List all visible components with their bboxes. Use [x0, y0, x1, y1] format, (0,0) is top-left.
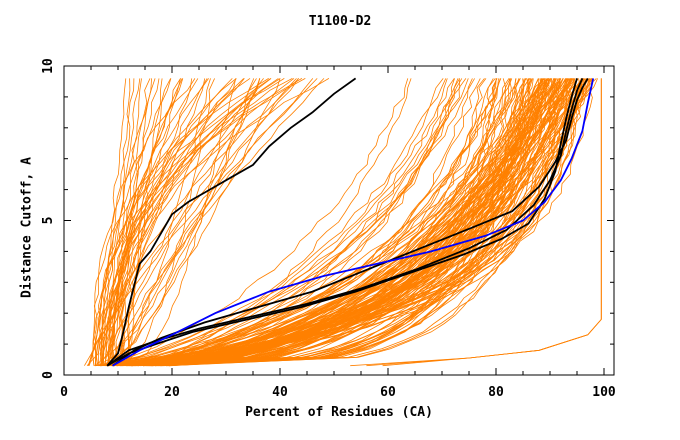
model-curve [137, 78, 564, 367]
model-curve [106, 78, 131, 366]
model-curve [116, 78, 570, 367]
model-curve [99, 78, 285, 366]
model-curve [108, 78, 281, 366]
model-curve [101, 78, 237, 366]
model-curve [125, 78, 497, 367]
model-curve [127, 78, 237, 366]
model-curve [108, 78, 257, 366]
model-curve [138, 78, 564, 367]
model-curve [143, 78, 412, 367]
model-curve [119, 78, 272, 366]
model-curve [98, 78, 183, 366]
model-curve [102, 78, 281, 366]
model-curve [112, 78, 574, 367]
model-curve [131, 78, 592, 367]
model-curve [98, 78, 199, 366]
model-curve [139, 78, 572, 367]
model-curve [128, 78, 163, 366]
chart-title: T1100-D2 [308, 14, 372, 29]
series-line-0 [106, 77, 357, 367]
model-curve [151, 78, 556, 367]
model-curve [143, 78, 461, 367]
model-curve [108, 78, 447, 367]
model-curve [108, 78, 444, 367]
model-curve [108, 78, 152, 366]
model-curve [145, 78, 543, 367]
x-tick-label: 20 [164, 385, 180, 400]
y-tick-label: 0 [41, 371, 56, 379]
model-curve [119, 78, 545, 367]
x-axis-label: Percent of Residues (CA) [245, 405, 433, 420]
model-curve [112, 78, 572, 367]
model-curve [98, 78, 261, 367]
model-curve [162, 78, 512, 367]
model-curve [121, 78, 215, 367]
model-curve [165, 78, 448, 367]
model-curve [106, 78, 544, 367]
model-curve [120, 78, 540, 367]
model-curve [104, 78, 184, 366]
model-curve [121, 78, 498, 367]
model-curve [120, 78, 541, 367]
model-curve [143, 78, 481, 367]
series-line-4 [112, 78, 595, 367]
model-curve [106, 78, 303, 366]
model-curve [94, 78, 261, 367]
model-curve [124, 78, 297, 366]
model-curve [88, 78, 127, 366]
model-curve [104, 78, 141, 366]
series-line-3 [106, 78, 578, 367]
series-line-1 [106, 78, 584, 367]
model-curve [165, 78, 473, 367]
model-curve [92, 78, 196, 366]
model-curve [124, 78, 521, 367]
series-line-2 [112, 77, 589, 367]
x-tick-label: 80 [488, 385, 504, 400]
series-curves [106, 77, 595, 367]
model-curve [161, 78, 564, 367]
x-tick-label: 60 [380, 385, 396, 400]
x-tick-label: 40 [272, 385, 288, 400]
model-curve [155, 78, 572, 367]
model-curve [111, 78, 544, 367]
x-tick-label: 0 [60, 385, 68, 400]
model-curve [87, 78, 299, 366]
model-curve [102, 78, 521, 367]
model-curve [132, 78, 455, 367]
model-curve [170, 78, 546, 367]
model-curve [99, 78, 330, 366]
model-curves [84, 78, 602, 367]
model-curve [119, 78, 160, 366]
y-tick-label: 10 [41, 58, 56, 74]
model-curve [125, 78, 455, 367]
model-curve [120, 78, 209, 366]
x-tick-label: 100 [592, 385, 616, 400]
model-curve [158, 78, 548, 367]
model-curve [120, 78, 562, 367]
model-curve [152, 78, 573, 367]
model-curve [382, 78, 602, 367]
model-curve [166, 78, 590, 367]
axis-ticks: 0 20 40 60 80 100 0 5 10 [41, 58, 616, 400]
model-curve [92, 78, 293, 366]
model-curve [121, 78, 237, 367]
model-curve [107, 78, 271, 366]
y-tick-label: 5 [41, 217, 56, 225]
model-curve [110, 78, 568, 367]
